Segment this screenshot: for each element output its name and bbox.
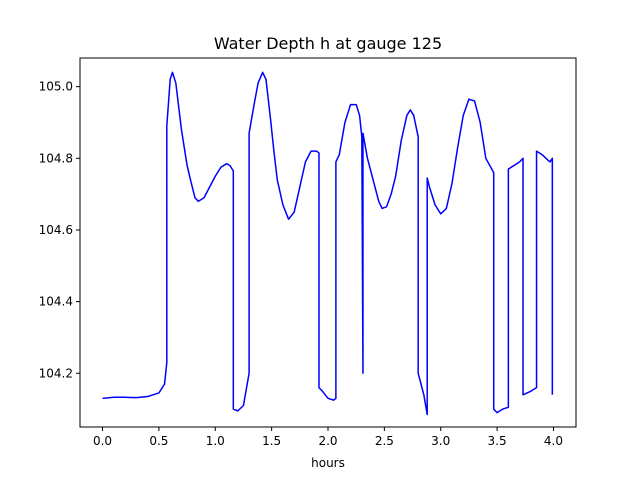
x-tick-label: 3.0 <box>431 434 450 448</box>
x-tick-label: 0.0 <box>93 434 112 448</box>
x-tick-label: 2.0 <box>318 434 337 448</box>
x-tick-label: 1.5 <box>262 434 281 448</box>
axes-frame <box>79 57 577 428</box>
x-tick-label: 1.0 <box>206 434 225 448</box>
y-tick-label: 105.0 <box>39 80 73 94</box>
x-tick-label: 3.5 <box>488 434 507 448</box>
plot-area <box>102 71 554 416</box>
y-tick-label: 104.8 <box>39 151 73 165</box>
series-line-0 <box>102 71 554 416</box>
y-tick-label: 104.4 <box>39 295 73 309</box>
x-axis: 0.0 0.5 1.0 1.5 2.0 2.5 3.0 3.5 4.0 <box>93 427 563 448</box>
y-tick-label: 104.6 <box>39 223 73 237</box>
y-tick-label: 104.2 <box>39 366 73 380</box>
x-tick-label: 4.0 <box>544 434 563 448</box>
x-tick-label: 0.5 <box>149 434 168 448</box>
chart-title: Water Depth h at gauge 125 <box>214 34 442 53</box>
y-axis: 104.2 104.4 104.6 104.8 105.0 <box>39 80 80 380</box>
x-axis-label: hours <box>311 456 345 470</box>
x-tick-label: 2.5 <box>375 434 394 448</box>
